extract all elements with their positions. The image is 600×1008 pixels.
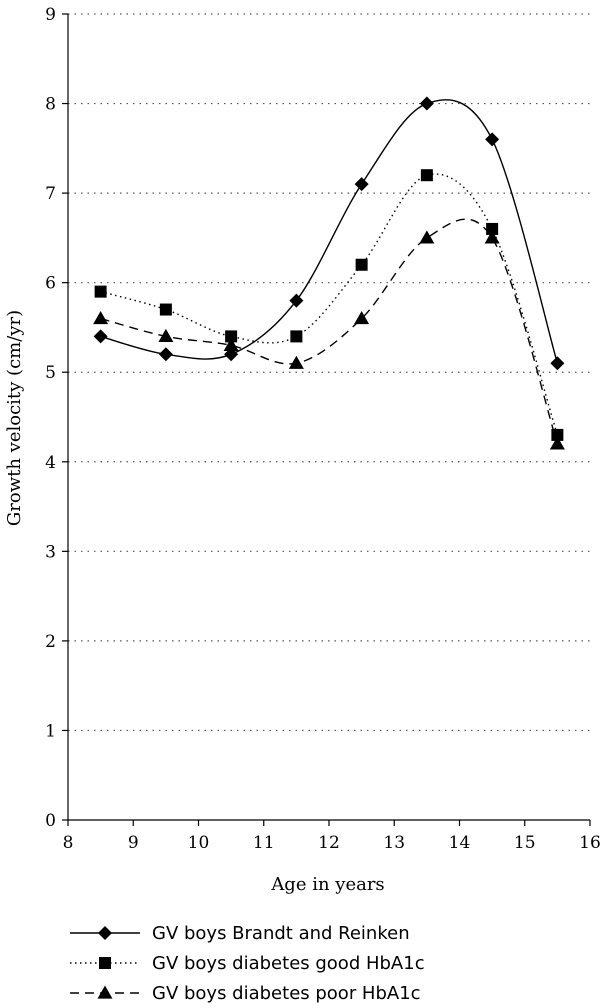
series-2-point: [551, 428, 564, 441]
series-1-point: [289, 293, 304, 308]
x-tick-labels: 8 9 10 11 12 13 14 15 16: [63, 820, 600, 853]
y-tick-label: 0: [45, 811, 56, 831]
series-line-1: [100, 99, 559, 364]
series-2-point: [486, 222, 499, 235]
series-2-point: [290, 330, 303, 343]
series-3-point: [158, 328, 174, 343]
series-3-point: [93, 310, 109, 325]
series-3-point: [288, 355, 304, 369]
y-tick-label: 5: [45, 363, 56, 383]
y-axis-title: Growth velocity (cm/yr): [4, 310, 25, 526]
y-tick-label: 6: [45, 274, 56, 294]
series-1-point: [419, 96, 434, 111]
series-2-point: [420, 169, 433, 182]
legend-label-3: GV boys diabetes poor HbA1c: [152, 983, 421, 1004]
y-tick-label: 7: [45, 184, 56, 204]
series-1-point: [550, 356, 565, 371]
y-tick-label: 2: [45, 632, 56, 652]
series-2-point: [355, 258, 368, 271]
x-tick-label: 9: [128, 833, 139, 853]
series-lines: [100, 99, 559, 445]
x-tick-label: 15: [514, 833, 536, 853]
x-tick-label: 13: [383, 833, 405, 853]
legend-marker-3: [97, 985, 113, 999]
series-2-point: [225, 330, 238, 343]
series-1-point: [93, 329, 108, 344]
series-line-3: [100, 218, 559, 445]
x-axis-title: Age in years: [270, 874, 384, 895]
y-tick-label: 9: [45, 5, 56, 25]
legend-marker-1: [98, 926, 112, 940]
legend-label-1: GV boys Brandt and Reinken: [152, 923, 410, 944]
series-3-point: [549, 436, 565, 450]
series-1-point: [354, 177, 369, 192]
series-1-point: [485, 132, 500, 147]
x-tick-label: 14: [449, 833, 471, 853]
legend-marker-2: [99, 957, 111, 969]
series-3-point: [419, 230, 435, 244]
y-tick-label: 3: [45, 542, 56, 562]
y-tick-labels: 0 1 2 3 4 5 6 7 8 9: [45, 5, 68, 831]
legend-label-2: GV boys diabetes good HbA1c: [152, 953, 425, 974]
series-3-point: [223, 337, 239, 351]
x-tick-label: 16: [579, 833, 600, 853]
series-markers: [93, 96, 565, 450]
x-tick-label: 12: [318, 833, 340, 853]
series-2-point: [159, 303, 172, 316]
series-3-point: [354, 310, 370, 325]
axes: [67, 14, 590, 821]
grid-lines: [68, 13, 590, 732]
series-1-point: [158, 347, 173, 362]
y-tick-label: 4: [45, 453, 56, 473]
x-tick-label: 10: [188, 833, 210, 853]
x-tick-label: 11: [253, 833, 275, 853]
y-tick-label: 1: [45, 721, 56, 741]
series-3-point: [484, 230, 500, 244]
x-tick-label: 8: [63, 833, 74, 853]
y-tick-label: 8: [45, 95, 56, 115]
series-2-point: [94, 285, 107, 298]
legend: GV boys Brandt and Reinken GV boys diabet…: [70, 923, 425, 1004]
